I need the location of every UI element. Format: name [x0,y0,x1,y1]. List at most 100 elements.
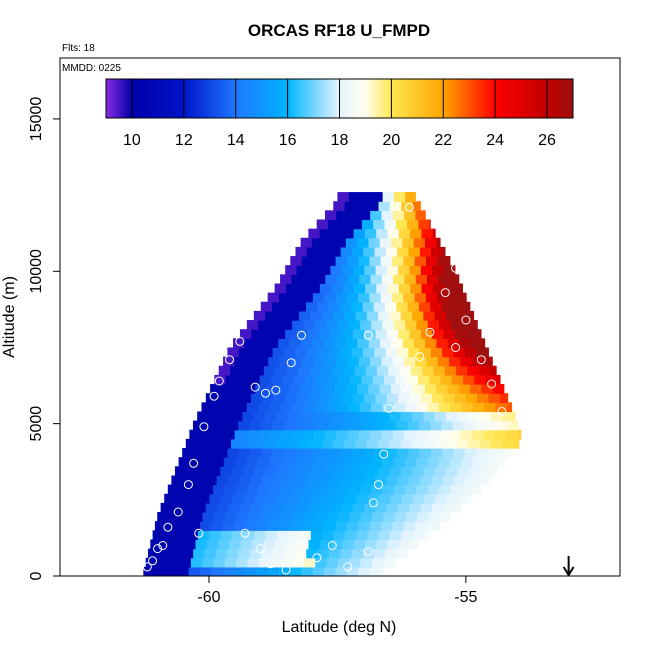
field-cell [276,411,289,422]
field-cell [164,493,177,504]
field-cell [403,521,416,531]
field-cell [296,329,309,339]
field-cell [396,347,409,358]
field-cell [363,347,375,358]
field-cell [264,438,277,449]
field-cell [387,228,400,239]
field-cell [218,365,231,376]
field-cell [479,411,492,422]
field-cell [481,384,494,394]
field-cell [265,493,278,504]
field-cell [414,256,427,266]
field-cell [442,246,446,257]
field-cell [453,347,466,358]
field-cell [241,365,254,376]
field-cell [308,283,321,294]
chart-title: ORCAS RF18 U_FMPD [248,21,430,40]
field-cell [277,493,290,504]
field-cell [213,512,226,522]
field-cell [378,466,391,477]
sample-point [148,556,157,566]
field-cell [474,374,487,385]
field-cell [310,530,323,541]
field-cell [331,365,344,376]
field-cell [398,265,411,275]
field-cell [446,466,459,477]
field-cell [253,438,266,449]
field-cell [382,402,395,413]
field-cell [351,301,364,312]
field-cell [247,512,260,522]
field-cell [363,448,375,458]
field-cell [344,411,357,422]
field-cell [160,502,173,513]
sample-point [173,507,183,517]
field-cell [280,320,293,330]
sample-point [487,379,497,389]
field-cell [279,521,292,531]
field-cell [369,521,382,531]
field-cell [244,338,257,349]
field-cell [152,530,165,541]
field-cell [304,512,317,522]
field-cell [288,466,300,477]
field-cell [334,384,347,394]
field-cell [470,384,482,394]
field-cell [345,493,357,504]
field-cell [318,502,331,513]
field-cell [188,566,201,576]
field-cell [389,438,402,449]
field-cell [391,237,403,248]
field-cell [276,310,289,321]
field-cell [472,402,485,413]
field-cell [150,539,163,550]
field-cell [347,210,360,221]
field-cell [366,310,379,321]
field-cell [339,219,352,230]
field-cell [436,338,449,349]
field-cell [387,283,400,294]
field-cell [397,475,410,486]
field-cell [341,329,354,339]
field-cell [211,429,224,440]
field-cell [330,228,343,239]
field-cell [250,475,263,486]
field-cell [370,429,383,440]
field-cell [416,484,429,495]
field-cell [206,539,219,550]
field-cell [385,448,398,458]
field-cell [325,274,338,285]
field-cell [495,457,505,467]
field-cell [346,256,359,266]
field-cell [422,365,435,376]
field-cell [362,548,375,559]
field-cell [386,393,399,403]
field-cell [340,347,353,358]
field-cell [220,466,233,477]
field-cell [258,402,270,413]
field-cell [340,475,353,486]
field-cell [359,402,372,413]
field-cell [517,429,522,440]
field-cell [459,338,471,349]
field-cell [338,374,351,385]
field-cell [379,338,392,349]
field-cell [258,484,271,495]
field-cell [236,512,249,522]
field-cell [289,384,302,394]
field-cell [344,466,357,477]
field-cell [156,557,169,568]
field-cell [392,292,404,303]
sample-point [240,528,250,538]
field-cell [387,539,400,550]
sample-point [194,528,204,538]
field-cell [355,466,368,477]
field-cell [376,539,389,550]
sample-point [297,330,306,340]
field-cell [341,393,354,403]
field-cell [340,448,353,458]
data-field [143,192,522,576]
field-cell [359,320,372,330]
field-cell [310,466,323,477]
field-cell [389,310,402,321]
